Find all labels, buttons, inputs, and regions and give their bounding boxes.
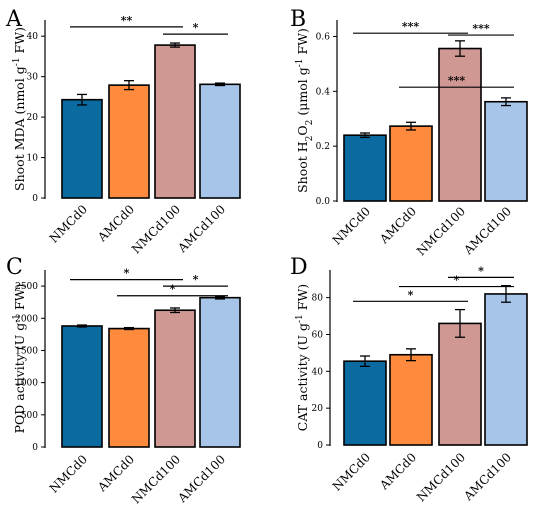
y-tick-label: 1000: [15, 379, 38, 389]
category-label: AMCd100: [461, 450, 515, 504]
y-tick-label: 500: [21, 411, 38, 421]
significance-label: *: [193, 21, 199, 34]
panel-letter: C: [6, 255, 23, 280]
significance-label: *: [124, 267, 130, 280]
bar-nmcd0: [343, 134, 387, 202]
category-label: NMCd0: [330, 450, 373, 493]
category-label: NMCd0: [47, 202, 90, 245]
panel-letter: A: [5, 7, 23, 32]
category-label: NMCd100: [129, 452, 183, 506]
significance-label: *: [193, 273, 199, 286]
bar-nmcd0: [61, 98, 103, 199]
bar-nmcd100: [154, 44, 196, 199]
y-tick-label: 20: [312, 404, 324, 414]
bar-amcd0: [108, 84, 150, 199]
bar-amcd0: [389, 353, 433, 446]
panel-letter: B: [290, 7, 306, 32]
bar-amcd100: [484, 100, 528, 202]
bar-nmcd100: [438, 47, 482, 202]
y-tick-label: 0.0: [316, 197, 331, 207]
y-tick-label: 40: [312, 367, 324, 377]
bar-nmcd0: [343, 360, 387, 446]
category-label: AMCd0: [94, 452, 137, 495]
y-tick-label: 80: [312, 294, 324, 304]
y-axis-label: Shoot H2O2 (μmol g-1 FW): [295, 28, 315, 193]
category-label: NMCd0: [47, 452, 90, 495]
y-tick-label: 40: [27, 32, 39, 42]
y-tick-label: 60: [312, 330, 324, 340]
y-tick-label: 2000: [15, 314, 38, 324]
y-axis-label: POD activity (U g-1 FW): [12, 284, 27, 434]
category-label: NMCd100: [129, 202, 183, 256]
y-tick-label: 0: [32, 443, 38, 453]
y-tick-label: 0.6: [316, 32, 331, 42]
significance-label: *: [170, 283, 176, 296]
category-label: NMCd100: [414, 204, 468, 258]
y-axis-label: Shoot MDA (nmol g-1 FW): [12, 27, 27, 191]
bar-amcd100: [199, 83, 241, 199]
bar-amcd0: [389, 125, 433, 202]
y-tick-label: 30: [27, 73, 39, 83]
category-label: AMCd0: [94, 202, 137, 245]
significance-label: *: [408, 288, 414, 301]
panel-letter: D: [290, 255, 308, 280]
bar-nmcd0: [61, 325, 103, 448]
significance-label: **: [121, 14, 133, 27]
bar-nmcd100: [154, 309, 196, 448]
significance-label: ***: [402, 20, 420, 33]
bar-nmcd100: [438, 322, 482, 446]
category-label: AMCd100: [175, 202, 229, 256]
significance-label: ***: [448, 74, 466, 87]
significance-label: *: [454, 274, 460, 287]
category-label: AMCd100: [175, 452, 229, 506]
y-tick-label: 1500: [15, 346, 38, 356]
y-axis-label: CAT activity (U g-1 FW): [295, 284, 310, 431]
y-tick-label: 0: [32, 194, 38, 204]
y-tick-label: 2500: [15, 282, 38, 292]
significance-label: *: [478, 264, 484, 277]
y-tick-label: 0.4: [316, 87, 331, 97]
bar-amcd0: [108, 327, 150, 448]
category-label: NMCd100: [414, 450, 468, 504]
category-label: NMCd0: [330, 204, 373, 247]
bar-amcd100: [199, 296, 241, 448]
y-tick-label: 10: [27, 154, 39, 164]
category-label: AMCd0: [376, 204, 419, 247]
y-tick-label: 0.2: [316, 142, 330, 152]
y-tick-label: 0: [317, 441, 323, 451]
y-tick-label: 20: [27, 113, 39, 123]
category-label: AMCd100: [461, 204, 515, 258]
category-label: AMCd0: [376, 450, 419, 493]
significance-label: ***: [472, 22, 490, 35]
bar-amcd100: [484, 293, 528, 446]
